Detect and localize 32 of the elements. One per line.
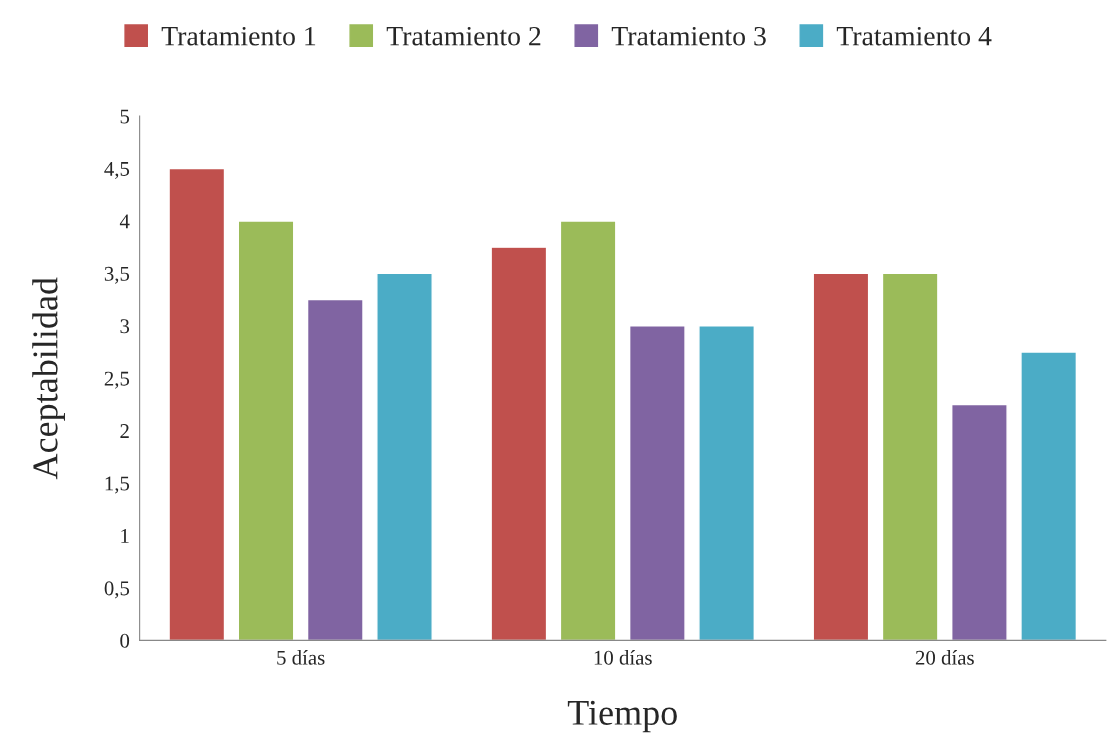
bar	[306, 298, 364, 641]
legend-label: Tratamiento 3	[611, 26, 766, 46]
bar	[237, 220, 295, 641]
y-tick-label: 3,5	[104, 266, 130, 284]
y-tick-label: 2	[120, 424, 129, 438]
x-axis-title: Tiempo	[567, 700, 677, 733]
y-tick-label: 5	[120, 109, 130, 124]
bar	[628, 325, 686, 641]
x-tick-label: 20 días	[915, 650, 974, 665]
y-tick-label: 1,5	[105, 476, 130, 494]
legend-label: Tratamiento 4	[836, 26, 992, 46]
legend-label: Tratamiento 2	[386, 26, 541, 46]
x-tick-label: 10 días	[594, 650, 652, 665]
bar	[951, 403, 1008, 641]
bar	[881, 272, 939, 641]
bar	[490, 246, 548, 641]
bar	[168, 167, 226, 641]
x-tick-label: 5 días	[277, 650, 325, 665]
bar	[559, 220, 617, 641]
bar	[1020, 351, 1078, 641]
y-tick-label: 2,5	[104, 371, 130, 389]
bar	[812, 272, 870, 641]
bar	[698, 325, 755, 641]
y-tick-label: 4	[119, 214, 130, 229]
legend-label: Tratamiento 1	[161, 26, 316, 46]
y-tick-label: 0	[120, 633, 130, 648]
y-axis-title: Aceptabilidad	[32, 277, 65, 480]
y-tick-label: 0,5	[104, 581, 130, 599]
bar	[376, 272, 433, 641]
y-tick-label: 3	[120, 319, 130, 334]
y-tick-label: 4,5	[104, 162, 130, 179]
y-tick-label: 1	[121, 529, 129, 543]
